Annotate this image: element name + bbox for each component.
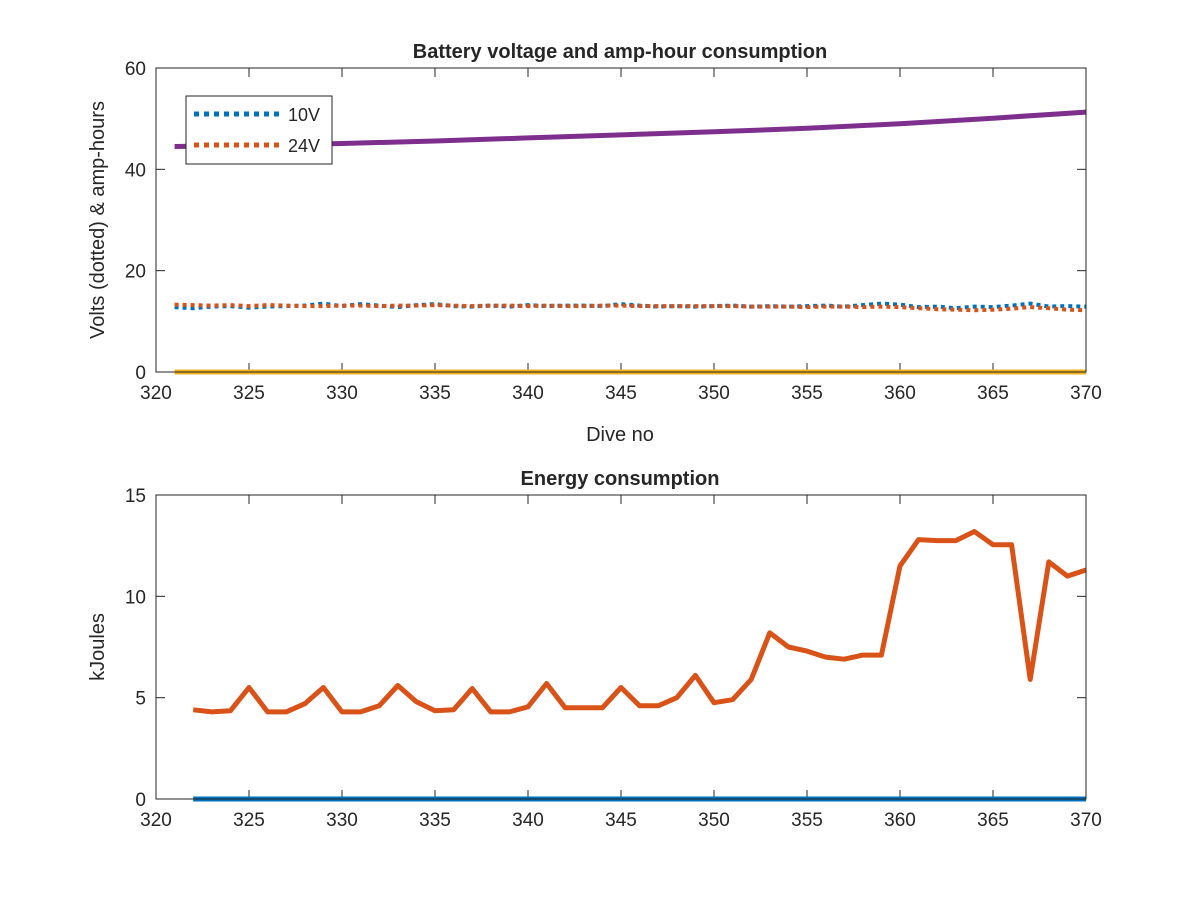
top-x-tick-label: 325	[233, 383, 265, 404]
top-x-tick-label: 330	[326, 383, 358, 404]
bottom-x-tick-label: 360	[884, 810, 916, 831]
top-y-axis-label: Volts (dotted) & amp-hours	[87, 101, 109, 339]
bottom-x-tick-label: 365	[977, 810, 1009, 831]
top-y-tick-label: 0	[135, 363, 146, 384]
top-x-tick-label: 360	[884, 383, 916, 404]
bottom-series-line-0	[192, 529, 1087, 715]
top-axis-ticks: 320 325 330 335 340 345 350 355 360 365 370 0 20 40 60	[125, 59, 1102, 404]
top-y-tick-label: 40	[125, 160, 146, 181]
top-y-tick-label: 20	[125, 262, 146, 283]
bottom-x-tick-label: 350	[698, 810, 730, 831]
top-chart-title: Battery voltage and amp-hour consumption	[413, 41, 827, 63]
bottom-x-tick-label: 325	[233, 810, 265, 831]
bottom-y-tick-label: 5	[135, 689, 146, 710]
legend-label-24v: 24V	[288, 136, 320, 156]
bottom-y-axis-label: kJoules	[87, 613, 109, 681]
bottom-axes-box	[155, 494, 1087, 800]
top-x-tick-label: 335	[419, 383, 451, 404]
legend: 10V 24V	[185, 95, 333, 165]
top-x-tick-label: 355	[791, 383, 823, 404]
top-x-tick-label: 370	[1070, 383, 1102, 404]
top-axes-box	[155, 67, 1087, 373]
top-x-axis-label: Dive no	[586, 424, 654, 446]
bottom-axis-ticks: 320 325 330 335 340 345 350 355 360 365 370 0 5 10 15	[125, 486, 1102, 831]
bottom-x-tick-label: 330	[326, 810, 358, 831]
top-x-tick-label: 320	[140, 383, 172, 404]
bottom-x-tick-label: 355	[791, 810, 823, 831]
bottom-y-tick-label: 10	[125, 587, 146, 608]
legend-label-10v: 10V	[288, 105, 320, 125]
bottom-x-tick-label: 320	[140, 810, 172, 831]
bottom-y-tick-label: 15	[125, 486, 146, 507]
top-x-tick-label: 345	[605, 383, 637, 404]
bottom-subplot: Energy consumption kJoules 320 325 330 335 3…	[87, 468, 1102, 831]
top-x-tick-label: 350	[698, 383, 730, 404]
top-x-tick-label: 340	[512, 383, 544, 404]
top-subplot: Battery voltage and amp-hour consumption…	[87, 41, 1102, 446]
bottom-chart-title: Energy consumption	[521, 468, 720, 490]
legend-box	[185, 95, 333, 165]
bottom-y-tick-label: 0	[135, 790, 146, 811]
top-y-tick-label: 60	[125, 59, 146, 80]
bottom-x-tick-label: 340	[512, 810, 544, 831]
bottom-x-tick-label: 370	[1070, 810, 1102, 831]
bottom-x-tick-label: 335	[419, 810, 451, 831]
top-x-tick-label: 365	[977, 383, 1009, 404]
bottom-x-tick-label: 345	[605, 810, 637, 831]
